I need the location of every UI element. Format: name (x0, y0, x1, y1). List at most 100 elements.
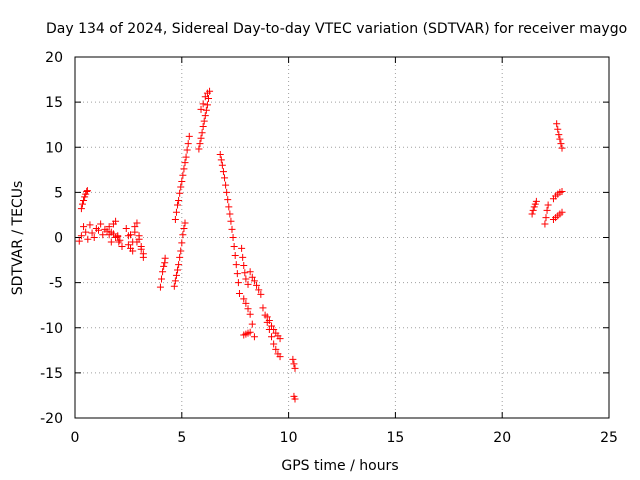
data-point (227, 217, 235, 225)
data-point (544, 201, 552, 209)
y-tick-label: 20 (45, 50, 63, 66)
data-point (542, 214, 550, 222)
data-point (201, 93, 209, 101)
data-point (116, 236, 124, 244)
data-point (177, 183, 185, 191)
data-point (224, 196, 232, 204)
data-point (175, 261, 183, 269)
data-point (218, 161, 226, 169)
data-point (291, 395, 299, 403)
data-point (248, 273, 256, 281)
series-seg-u (541, 201, 552, 228)
data-point (558, 208, 566, 216)
data-point (276, 335, 284, 343)
series-seg-s (290, 392, 299, 403)
data-point (270, 340, 278, 348)
data-point (241, 269, 249, 277)
data-point (268, 322, 276, 330)
data-point (115, 238, 123, 246)
y-tick-label: -20 (40, 411, 63, 427)
data-point (99, 231, 107, 239)
data-point (222, 181, 230, 189)
data-point (139, 250, 147, 258)
series-seg-m (238, 244, 265, 298)
y-tick-label: -10 (40, 321, 63, 337)
series-seg-p (259, 304, 284, 361)
data-point (244, 305, 252, 313)
data-point (200, 117, 208, 125)
data-point (250, 277, 258, 285)
data-point (199, 122, 207, 130)
x-tick-label: 5 (177, 430, 186, 446)
data-point (198, 129, 206, 137)
data-point (174, 201, 182, 209)
grid (75, 57, 609, 418)
data-point (235, 289, 243, 297)
data-point (234, 279, 242, 287)
data-point (171, 277, 179, 285)
data-point (240, 261, 248, 269)
data-point (94, 226, 102, 234)
x-tick-label: 25 (600, 430, 618, 446)
data-point (268, 333, 276, 341)
y-tick-label: 0 (54, 231, 63, 247)
series-seg-k (197, 89, 211, 113)
y-tick-label: 15 (45, 95, 63, 111)
data-point (263, 313, 271, 321)
data-point (199, 100, 207, 108)
data-point (216, 150, 224, 158)
data-point (124, 241, 132, 249)
data-point (244, 280, 252, 288)
data-point (131, 228, 139, 236)
data-point (219, 168, 227, 176)
data-point (182, 153, 190, 161)
series-seg-o (240, 328, 254, 339)
data-point (223, 188, 231, 196)
data-point (197, 105, 205, 113)
data-point (127, 231, 135, 239)
data-point (203, 89, 211, 97)
data-point (259, 304, 267, 312)
data-point (160, 262, 168, 270)
data-point (553, 120, 561, 128)
x-axis-label: GPS time / hours (281, 458, 398, 474)
data-point (246, 328, 254, 336)
data-point (88, 229, 96, 237)
data-point (290, 360, 298, 368)
series-seg-g (156, 254, 169, 291)
data-point (135, 232, 143, 240)
data-point (255, 286, 263, 294)
data-point (133, 238, 141, 246)
data-point (246, 268, 254, 276)
series-seg-r (289, 355, 299, 372)
data-point (175, 196, 183, 204)
ticks: 0 5 10 15 20 25 -20 -15 -10 -5 0 5 10 15 20 (40, 50, 618, 446)
data-point (555, 131, 563, 139)
x-tick-label: 20 (493, 430, 511, 446)
data-point (543, 206, 551, 214)
data-point (532, 197, 540, 205)
series-seg-c (105, 217, 126, 251)
series-seg-i (171, 132, 193, 223)
data-point (122, 224, 130, 232)
data-point (180, 224, 188, 232)
data-point (195, 145, 203, 153)
series-seg-q (263, 313, 284, 343)
series-seg-t (528, 197, 540, 218)
data-point (270, 326, 278, 334)
data-point (185, 132, 193, 140)
data-point (184, 140, 192, 148)
data-point (82, 228, 90, 236)
series-seg-b (75, 220, 111, 245)
data-point (201, 112, 209, 120)
data-point (231, 252, 239, 260)
data-point (250, 333, 258, 341)
x-tick-label: 15 (386, 430, 404, 446)
plot-frame (74, 56, 610, 419)
data-point (238, 244, 246, 252)
data-point (242, 299, 250, 307)
series-seg-v (549, 187, 566, 203)
data-point (105, 223, 113, 231)
data-point (289, 355, 297, 363)
data-point (225, 203, 233, 211)
